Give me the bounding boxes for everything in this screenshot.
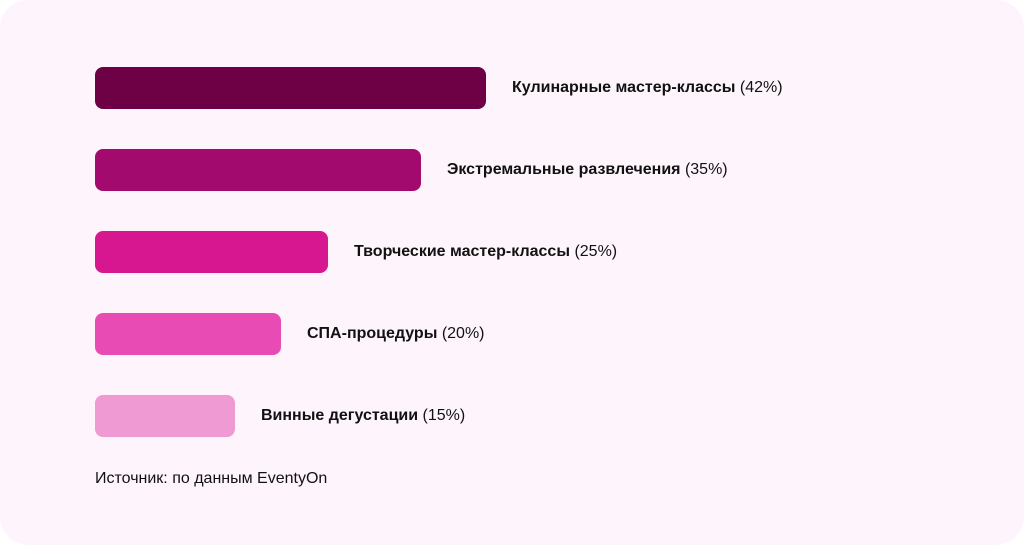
bar-value-label: (42%) (739, 79, 783, 96)
bar-category-label: Винные дегустации (261, 407, 419, 424)
bar-label: Винные дегустации (15%) (261, 407, 465, 425)
bar-value-label: (15%) (422, 407, 466, 424)
bar-label: Экстремальные развлечения (35%) (447, 161, 728, 179)
bar-row: Экстремальные развлечения (35%) (95, 149, 728, 191)
bar (95, 67, 486, 109)
bar-row: Кулинарные мастер-классы (42%) (95, 67, 783, 109)
bar (95, 395, 235, 437)
bar-label: Кулинарные мастер-классы (42%) (512, 79, 783, 97)
bar-label: Творческие мастер-классы (25%) (354, 243, 617, 261)
bar-category-label: СПА-процедуры (307, 325, 438, 342)
bar-category-label: Экстремальные развлечения (447, 161, 681, 178)
bar (95, 231, 328, 273)
bar-value-label: (35%) (684, 161, 728, 178)
bar-category-label: Кулинарные мастер-классы (512, 79, 736, 96)
bar (95, 149, 421, 191)
bar-row: Творческие мастер-классы (25%) (95, 231, 617, 273)
bar-label: СПА-процедуры (20%) (307, 325, 485, 343)
source-note: Источник: по данным EventyOn (95, 470, 328, 487)
bar-category-label: Творческие мастер-классы (354, 243, 570, 260)
bar-row: Винные дегустации (15%) (95, 395, 465, 437)
bar-value-label: (25%) (574, 243, 618, 260)
bar (95, 313, 281, 355)
bar-value-label: (20%) (441, 325, 485, 342)
bar-row: СПА-процедуры (20%) (95, 313, 485, 355)
